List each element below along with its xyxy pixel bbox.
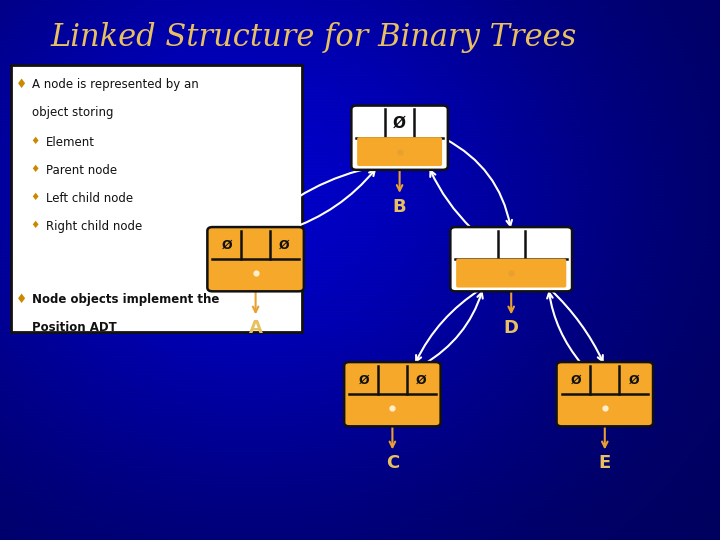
Text: Ø: Ø	[359, 374, 369, 387]
Text: ♦: ♦	[30, 164, 40, 174]
FancyBboxPatch shape	[11, 65, 302, 332]
Text: A node is represented by an: A node is represented by an	[32, 78, 199, 91]
FancyBboxPatch shape	[207, 227, 304, 292]
Text: ♦: ♦	[16, 293, 27, 306]
Text: Element: Element	[46, 136, 95, 149]
Text: Linked Structure for Binary Trees: Linked Structure for Binary Trees	[50, 22, 577, 53]
Text: ♦: ♦	[30, 220, 40, 229]
Text: Position ADT: Position ADT	[32, 321, 117, 334]
Text: B: B	[393, 198, 406, 215]
Text: Right child node: Right child node	[46, 220, 143, 233]
FancyBboxPatch shape	[456, 259, 566, 287]
FancyBboxPatch shape	[351, 106, 448, 170]
Text: Ø: Ø	[222, 239, 232, 252]
FancyBboxPatch shape	[451, 227, 572, 292]
Text: A: A	[248, 319, 263, 337]
Text: C: C	[386, 454, 399, 472]
Text: Parent node: Parent node	[46, 164, 117, 177]
Text: D: D	[504, 319, 518, 337]
Text: Node objects implement the: Node objects implement the	[32, 293, 219, 306]
Text: Ø: Ø	[416, 374, 426, 387]
Text: Ø: Ø	[571, 374, 581, 387]
Text: E: E	[598, 454, 611, 472]
Text: ♦: ♦	[30, 192, 40, 202]
Text: object storing: object storing	[32, 106, 113, 119]
FancyBboxPatch shape	[344, 362, 441, 427]
FancyBboxPatch shape	[357, 137, 442, 166]
FancyBboxPatch shape	[557, 362, 653, 427]
Text: ♦: ♦	[16, 78, 27, 91]
Text: ♦: ♦	[30, 136, 40, 146]
Text: Ø: Ø	[279, 239, 289, 252]
Text: Ø: Ø	[393, 116, 406, 131]
Text: Left child node: Left child node	[46, 192, 133, 205]
Text: Ø: Ø	[629, 374, 639, 387]
